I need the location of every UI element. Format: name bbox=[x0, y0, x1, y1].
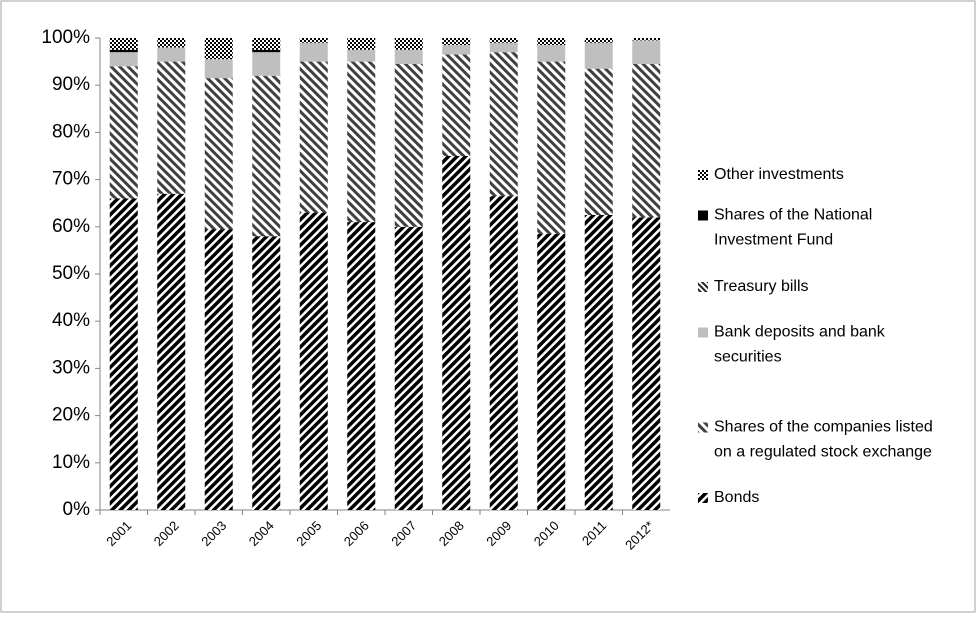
y-tick-label: 0% bbox=[63, 499, 91, 520]
bar-segment bbox=[394, 38, 423, 50]
bar-segment bbox=[157, 47, 186, 62]
bar-segment bbox=[489, 52, 518, 197]
bar-segment bbox=[204, 38, 233, 60]
bar-segment bbox=[157, 61, 186, 194]
bar-segment bbox=[347, 38, 376, 50]
y-tick-label: 70% bbox=[52, 169, 90, 190]
legend-swatch bbox=[698, 210, 708, 221]
legend-line: Bank deposits and bank bbox=[714, 324, 886, 341]
bar-segment bbox=[537, 61, 566, 234]
legend-swatch bbox=[698, 282, 708, 292]
bar-segment bbox=[204, 59, 233, 79]
legend-line: Bonds bbox=[714, 489, 759, 506]
bar-segment bbox=[299, 61, 328, 213]
bar-segment bbox=[347, 61, 376, 223]
legend-swatch bbox=[698, 170, 708, 180]
bar-segment bbox=[109, 52, 138, 67]
bar-segment bbox=[489, 42, 518, 53]
bar-segment bbox=[584, 42, 613, 69]
bar-segment bbox=[489, 196, 518, 510]
bar-segment bbox=[347, 49, 376, 62]
bar-segment bbox=[442, 38, 471, 46]
y-tick-label: 20% bbox=[52, 405, 90, 426]
bar-segment bbox=[347, 222, 376, 510]
y-tick-label: 10% bbox=[52, 452, 90, 473]
bar-segment bbox=[252, 52, 281, 76]
legend-swatch bbox=[698, 327, 708, 338]
legend-line: Treasury bills bbox=[714, 278, 809, 295]
legend-line: Shares of the companies listed bbox=[714, 419, 933, 436]
bar-segment bbox=[204, 229, 233, 510]
legend-label: Treasury bills bbox=[714, 278, 809, 295]
bar-segment bbox=[394, 226, 423, 511]
bar-segment bbox=[489, 38, 518, 43]
y-tick-label: 100% bbox=[41, 27, 90, 48]
bar-segment bbox=[252, 38, 281, 50]
bar-segment bbox=[394, 63, 423, 227]
bar-segment bbox=[442, 156, 471, 510]
y-tick-label: 90% bbox=[52, 74, 90, 95]
bar-segment bbox=[109, 49, 138, 53]
bar-segment bbox=[584, 215, 613, 510]
legend-label: Other investments bbox=[714, 166, 844, 183]
bar-segment bbox=[584, 68, 613, 216]
bar-segment bbox=[109, 38, 138, 50]
bar-segment bbox=[299, 38, 328, 43]
legend-label: Shares of the National Investment Fund bbox=[714, 207, 872, 249]
legend-swatch bbox=[698, 493, 708, 503]
legend-line: Other investments bbox=[714, 166, 844, 183]
bar-segment bbox=[157, 38, 186, 48]
bar-segment bbox=[252, 49, 281, 53]
bar-segment bbox=[632, 38, 661, 41]
legend-line: Investment Fund bbox=[714, 232, 833, 249]
bar-segment bbox=[442, 54, 471, 156]
bar-segment bbox=[109, 198, 138, 511]
bar-segment bbox=[109, 66, 138, 199]
bar-segment bbox=[537, 38, 566, 46]
bar-segment bbox=[632, 217, 661, 511]
y-tick-label: 60% bbox=[52, 216, 90, 237]
legend-line: on a regulated stock exchange bbox=[714, 444, 932, 461]
y-tick-label: 80% bbox=[52, 121, 90, 142]
bar-segment bbox=[157, 193, 186, 510]
bar-segment bbox=[252, 236, 281, 511]
y-tick-label: 40% bbox=[52, 310, 90, 331]
bar-segment bbox=[299, 212, 328, 510]
bar-segment bbox=[632, 40, 661, 64]
y-tick-label: 30% bbox=[52, 357, 90, 378]
bar-segment bbox=[252, 75, 281, 237]
legend-label: Shares of the companies listed on a regul… bbox=[714, 419, 933, 461]
bar-segment bbox=[204, 78, 233, 230]
bar-segment bbox=[537, 233, 566, 510]
legend-line: securities bbox=[714, 349, 782, 366]
legend-label: Bank deposits and bank securities bbox=[714, 324, 886, 366]
y-tick-label: 50% bbox=[52, 263, 90, 284]
bar-segment bbox=[394, 49, 423, 64]
bar-segment bbox=[632, 63, 661, 218]
legend-label: Bonds bbox=[714, 489, 759, 506]
legend-swatch bbox=[698, 422, 708, 433]
bar-segment bbox=[537, 45, 566, 62]
bar-segment bbox=[442, 45, 471, 55]
legend-line: Shares of the National bbox=[714, 207, 872, 224]
bar-segment bbox=[584, 38, 613, 43]
bar-segment bbox=[299, 42, 328, 62]
